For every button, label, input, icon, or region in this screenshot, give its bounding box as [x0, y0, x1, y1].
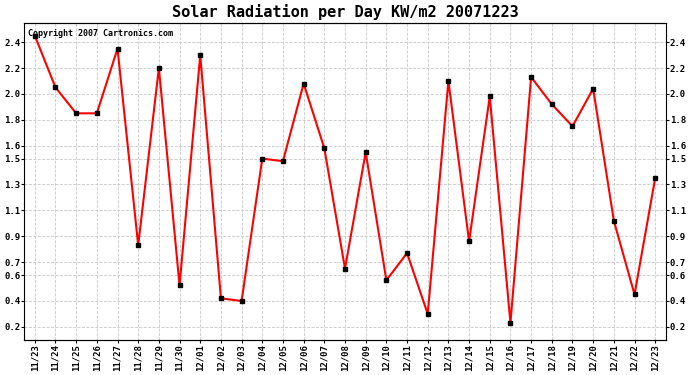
Title: Solar Radiation per Day KW/m2 20071223: Solar Radiation per Day KW/m2 20071223 [172, 4, 518, 20]
Text: Copyright 2007 Cartronics.com: Copyright 2007 Cartronics.com [28, 29, 172, 38]
